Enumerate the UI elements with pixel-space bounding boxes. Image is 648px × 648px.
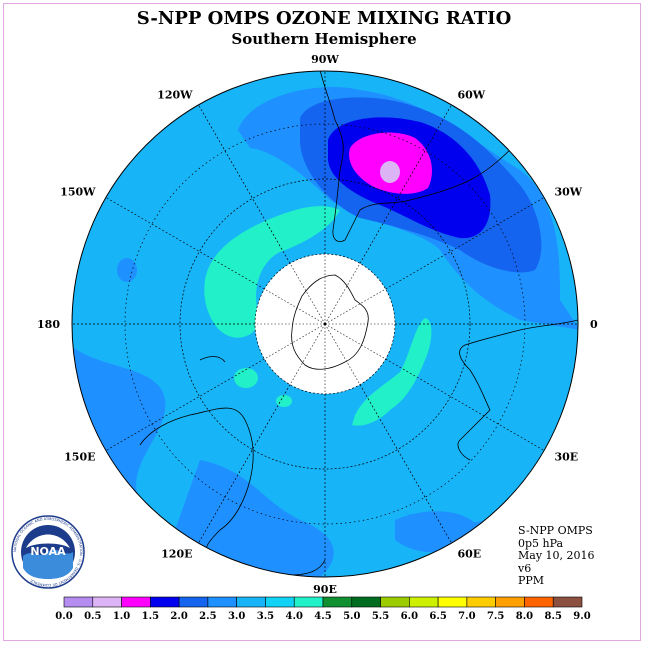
polar-meridian-line [324, 263, 361, 325]
colorbar-swatch [150, 596, 180, 608]
colorbar-label: 4.0 [286, 611, 303, 622]
colorbar-swatch [466, 596, 496, 608]
longitude-label: 30W [555, 186, 583, 199]
colorbar-swatch [92, 596, 122, 608]
longitude-label: 60W [458, 89, 486, 102]
colorbar-swatch [207, 596, 237, 608]
map-subtitle: Southern Hemisphere [231, 30, 417, 48]
colorbar-label: 5.0 [343, 611, 360, 622]
info-level: 0p5 hPa [518, 536, 564, 550]
colorbar-label: 3.5 [257, 611, 274, 622]
info-block: S-NPP OMPS 0p5 hPa May 10, 2016 v6 PPM [518, 524, 595, 588]
info-instrument: S-NPP OMPS [518, 524, 593, 537]
colorbar-swatch [495, 596, 525, 608]
longitude-label: 180 [37, 318, 60, 331]
longitude-label: 120E [161, 548, 192, 561]
colorbar-label: 3.0 [228, 611, 245, 622]
polar-meridian-line [324, 323, 386, 360]
field-3p5-east [352, 318, 432, 426]
polar-meridian-line [324, 288, 386, 325]
colorbar-label: 9.0 [573, 611, 590, 622]
colorbar-label: 2.0 [170, 611, 187, 622]
polar-meridian-line [324, 323, 361, 385]
colorbar-label: 4.5 [314, 611, 331, 622]
colorbar-swatch [380, 596, 410, 608]
meridian-line [385, 358, 545, 451]
colorbar-label: 2.5 [199, 611, 216, 622]
colorbar-label: 6.5 [429, 611, 446, 622]
meridians [72, 71, 578, 577]
field-3p5-west [204, 206, 340, 338]
colorbar-label: 0.0 [55, 611, 72, 622]
info-date: May 10, 2016 [518, 549, 595, 562]
longitude-label: 150W [60, 186, 96, 199]
colorbar-swatch [322, 596, 353, 608]
colorbar-label: 5.5 [372, 611, 389, 622]
colorbar-label: 7.5 [487, 611, 504, 622]
colorbar-label: 7.0 [458, 611, 475, 622]
latitude-circle-45 [179, 178, 471, 470]
colorbar-swatch [236, 596, 266, 608]
colorbar-label: 0.5 [84, 611, 101, 622]
longitude-label: 30E [555, 451, 579, 464]
colorbar-label: 1.5 [142, 611, 159, 622]
colorbar-swatch [178, 596, 209, 608]
meridian-line [359, 104, 452, 264]
meridian-line [198, 104, 291, 264]
logo-text: NOAA [30, 545, 66, 558]
longitude-label: 120W [157, 89, 193, 102]
polar-meridian-line [289, 323, 326, 385]
meridian-line [385, 197, 545, 290]
colorbar-swatch [121, 596, 151, 608]
colorbar-swatch [265, 596, 295, 608]
antarctica-outline [291, 274, 369, 370]
map-title: S-NPP OMPS OZONE MIXING RATIO [136, 8, 512, 29]
south-pole [323, 322, 327, 326]
colorbar-swatch [293, 596, 324, 608]
map-boundary [71, 70, 579, 578]
longitude-label: 150E [64, 451, 95, 464]
map-frame [3, 3, 641, 641]
colorbar-swatch [63, 596, 94, 608]
meridian-line [198, 384, 291, 544]
colorbar-label: 1.0 [113, 611, 130, 622]
colorbar-swatch [351, 596, 381, 608]
polar-meridian-line [264, 288, 326, 325]
meridian-line [105, 197, 265, 290]
field-0p5 [380, 161, 400, 183]
colorbar-swatch [552, 596, 583, 608]
longitude-label: 90W [311, 53, 339, 66]
noaa-logo: NOAA NATIONAL OCEANIC AND ATMOSPHERIC AD… [11, 515, 85, 589]
info-version: v6 [518, 561, 532, 575]
longitude-label: 90E [313, 583, 337, 596]
meridian-line [359, 384, 452, 544]
colorbar-swatch [524, 596, 554, 608]
longitude-labels: 90W 60W 30W 0 30E 60E 90E 120E 150E 180 150W 120W [37, 53, 598, 596]
longitude-label: 0 [590, 318, 598, 331]
polar-meridian-line [264, 323, 326, 360]
info-units: PPM [518, 574, 545, 587]
colorbar-label: 8.0 [516, 611, 533, 622]
colorbar-swatch [409, 596, 439, 608]
meridian-line [105, 358, 265, 451]
polar-meridian-line [289, 263, 326, 325]
colorbar-label: 6.0 [401, 611, 418, 622]
colorbar-label: 8.5 [545, 611, 562, 622]
longitude-label: 60E [458, 548, 482, 561]
colorbar-swatch [437, 596, 468, 608]
